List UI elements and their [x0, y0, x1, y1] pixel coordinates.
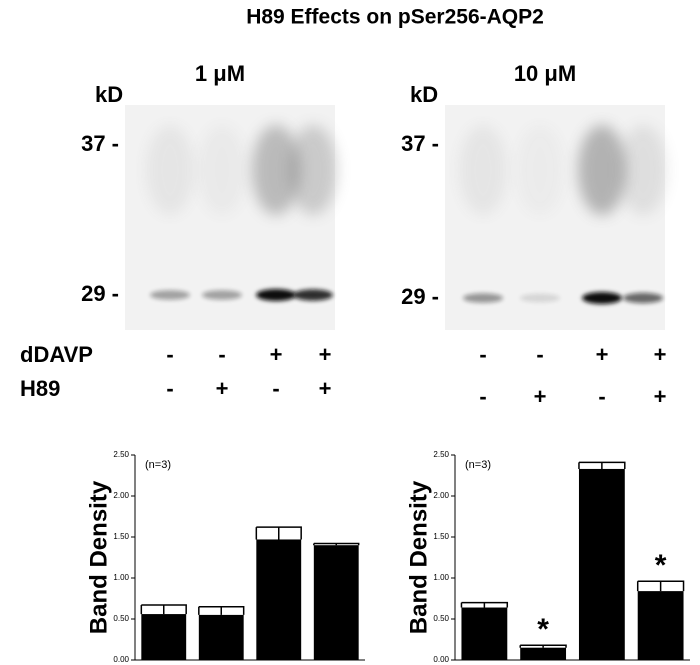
treatment-sign: - [598, 384, 605, 409]
y-tick-label: 1.00 [113, 573, 129, 582]
smear [198, 125, 246, 215]
significance-marker: * [537, 613, 549, 646]
treatment-sign: + [270, 342, 283, 367]
smear [578, 125, 626, 215]
y-tick-label: 2.50 [433, 450, 449, 459]
treatment-sign: + [319, 376, 332, 401]
band [623, 292, 663, 304]
treatment-sign: + [216, 376, 229, 401]
bar [637, 591, 684, 660]
band [582, 292, 622, 304]
y-tick-label: 2.50 [113, 450, 129, 459]
band [520, 293, 560, 303]
significance-marker: * [655, 549, 667, 582]
treatment-sign: + [596, 342, 609, 367]
marker-label: 37 - [81, 131, 119, 156]
y-tick-label: 1.50 [113, 532, 129, 541]
treatment-sign: - [166, 376, 173, 401]
error-bar [460, 601, 509, 608]
blot-unit: kD [410, 82, 438, 107]
treatment-sign: - [272, 376, 279, 401]
band [463, 293, 503, 303]
smear [289, 125, 337, 215]
treatment-label: dDAVP [20, 342, 93, 367]
bar [198, 614, 244, 660]
treatment-sign: + [654, 342, 667, 367]
treatment-sign: + [654, 384, 667, 409]
bar [256, 539, 302, 660]
marker-label: 37 - [401, 131, 439, 156]
error-bar [140, 604, 187, 615]
error-bar [519, 644, 567, 648]
treatment-sign: + [534, 384, 547, 409]
blot-concentration: 10 μM [514, 61, 576, 86]
treatment-sign: - [218, 342, 225, 367]
treatment-sign: - [479, 342, 486, 367]
bar [520, 647, 567, 660]
error-bar [313, 542, 360, 546]
band [256, 289, 296, 301]
treatment-sign: + [319, 342, 332, 367]
y-tick-label: 1.50 [433, 532, 449, 541]
y-tick-label: 2.00 [433, 491, 449, 500]
annotation: (n=3) [145, 459, 171, 471]
y-tick-label: 0.00 [113, 655, 129, 664]
error-bar [255, 526, 302, 540]
treatment-sign: - [536, 342, 543, 367]
y-tick-label: 2.00 [113, 491, 129, 500]
figure-title: H89 Effects on pSer256-AQP2 [246, 6, 544, 29]
bar [313, 545, 359, 660]
bar [141, 614, 187, 660]
smear [516, 125, 564, 215]
smear [619, 125, 667, 215]
y-axis-label: Band Density [85, 480, 112, 634]
band [150, 290, 190, 300]
marker-label: 29 - [401, 284, 439, 309]
y-axis-label: Band Density [405, 480, 432, 634]
bar [461, 607, 508, 660]
band [202, 290, 242, 300]
smear [459, 125, 507, 215]
smear [146, 125, 194, 215]
smear [252, 125, 300, 215]
error-bar [198, 605, 245, 615]
y-tick-label: 0.50 [433, 614, 449, 623]
y-tick-label: 0.50 [113, 614, 129, 623]
error-bar [636, 580, 685, 592]
band [293, 289, 333, 301]
treatment-sign: - [479, 384, 486, 409]
error-bar [578, 461, 626, 469]
blot-unit: kD [95, 82, 123, 107]
treatment-sign: - [166, 342, 173, 367]
marker-label: 29 - [81, 281, 119, 306]
bar [578, 468, 625, 660]
blot-concentration: 1 μM [195, 61, 245, 86]
treatment-label: H89 [20, 376, 60, 401]
y-tick-label: 1.00 [433, 573, 449, 582]
y-tick-label: 0.00 [433, 655, 449, 664]
annotation: (n=3) [465, 459, 491, 471]
